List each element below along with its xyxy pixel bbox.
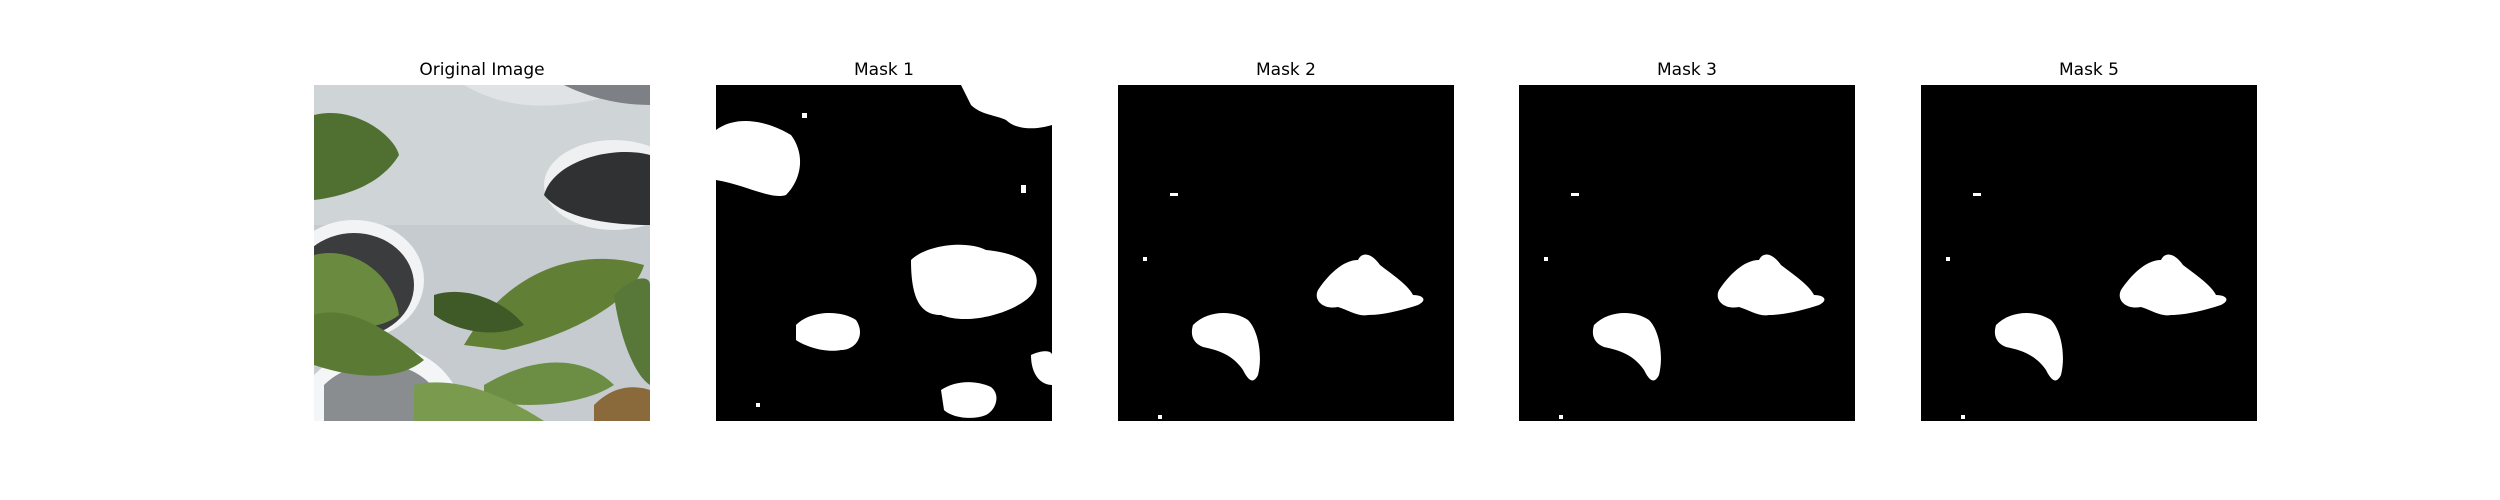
panel-title: Mask 5 — [2058, 60, 2119, 80]
panel-title: Original Image — [419, 60, 545, 80]
mask-3-image — [1519, 85, 1855, 421]
panel-original-image: Original Image — [314, 0, 650, 500]
mask-2-image — [1118, 85, 1454, 421]
panel-mask-1: Mask 1 — [716, 0, 1052, 500]
panel-mask-3: Mask 3 — [1519, 0, 1855, 500]
panel-title: Mask 3 — [1656, 60, 1717, 80]
mask-1-image — [716, 85, 1052, 421]
panel-mask-5: Mask 5 — [1921, 0, 2257, 500]
original-image — [314, 85, 650, 421]
mask-5-image — [1921, 85, 2257, 421]
panel-mask-2: Mask 2 — [1118, 0, 1454, 500]
panel-title: Mask 1 — [853, 60, 914, 80]
panel-title: Mask 2 — [1255, 60, 1316, 80]
